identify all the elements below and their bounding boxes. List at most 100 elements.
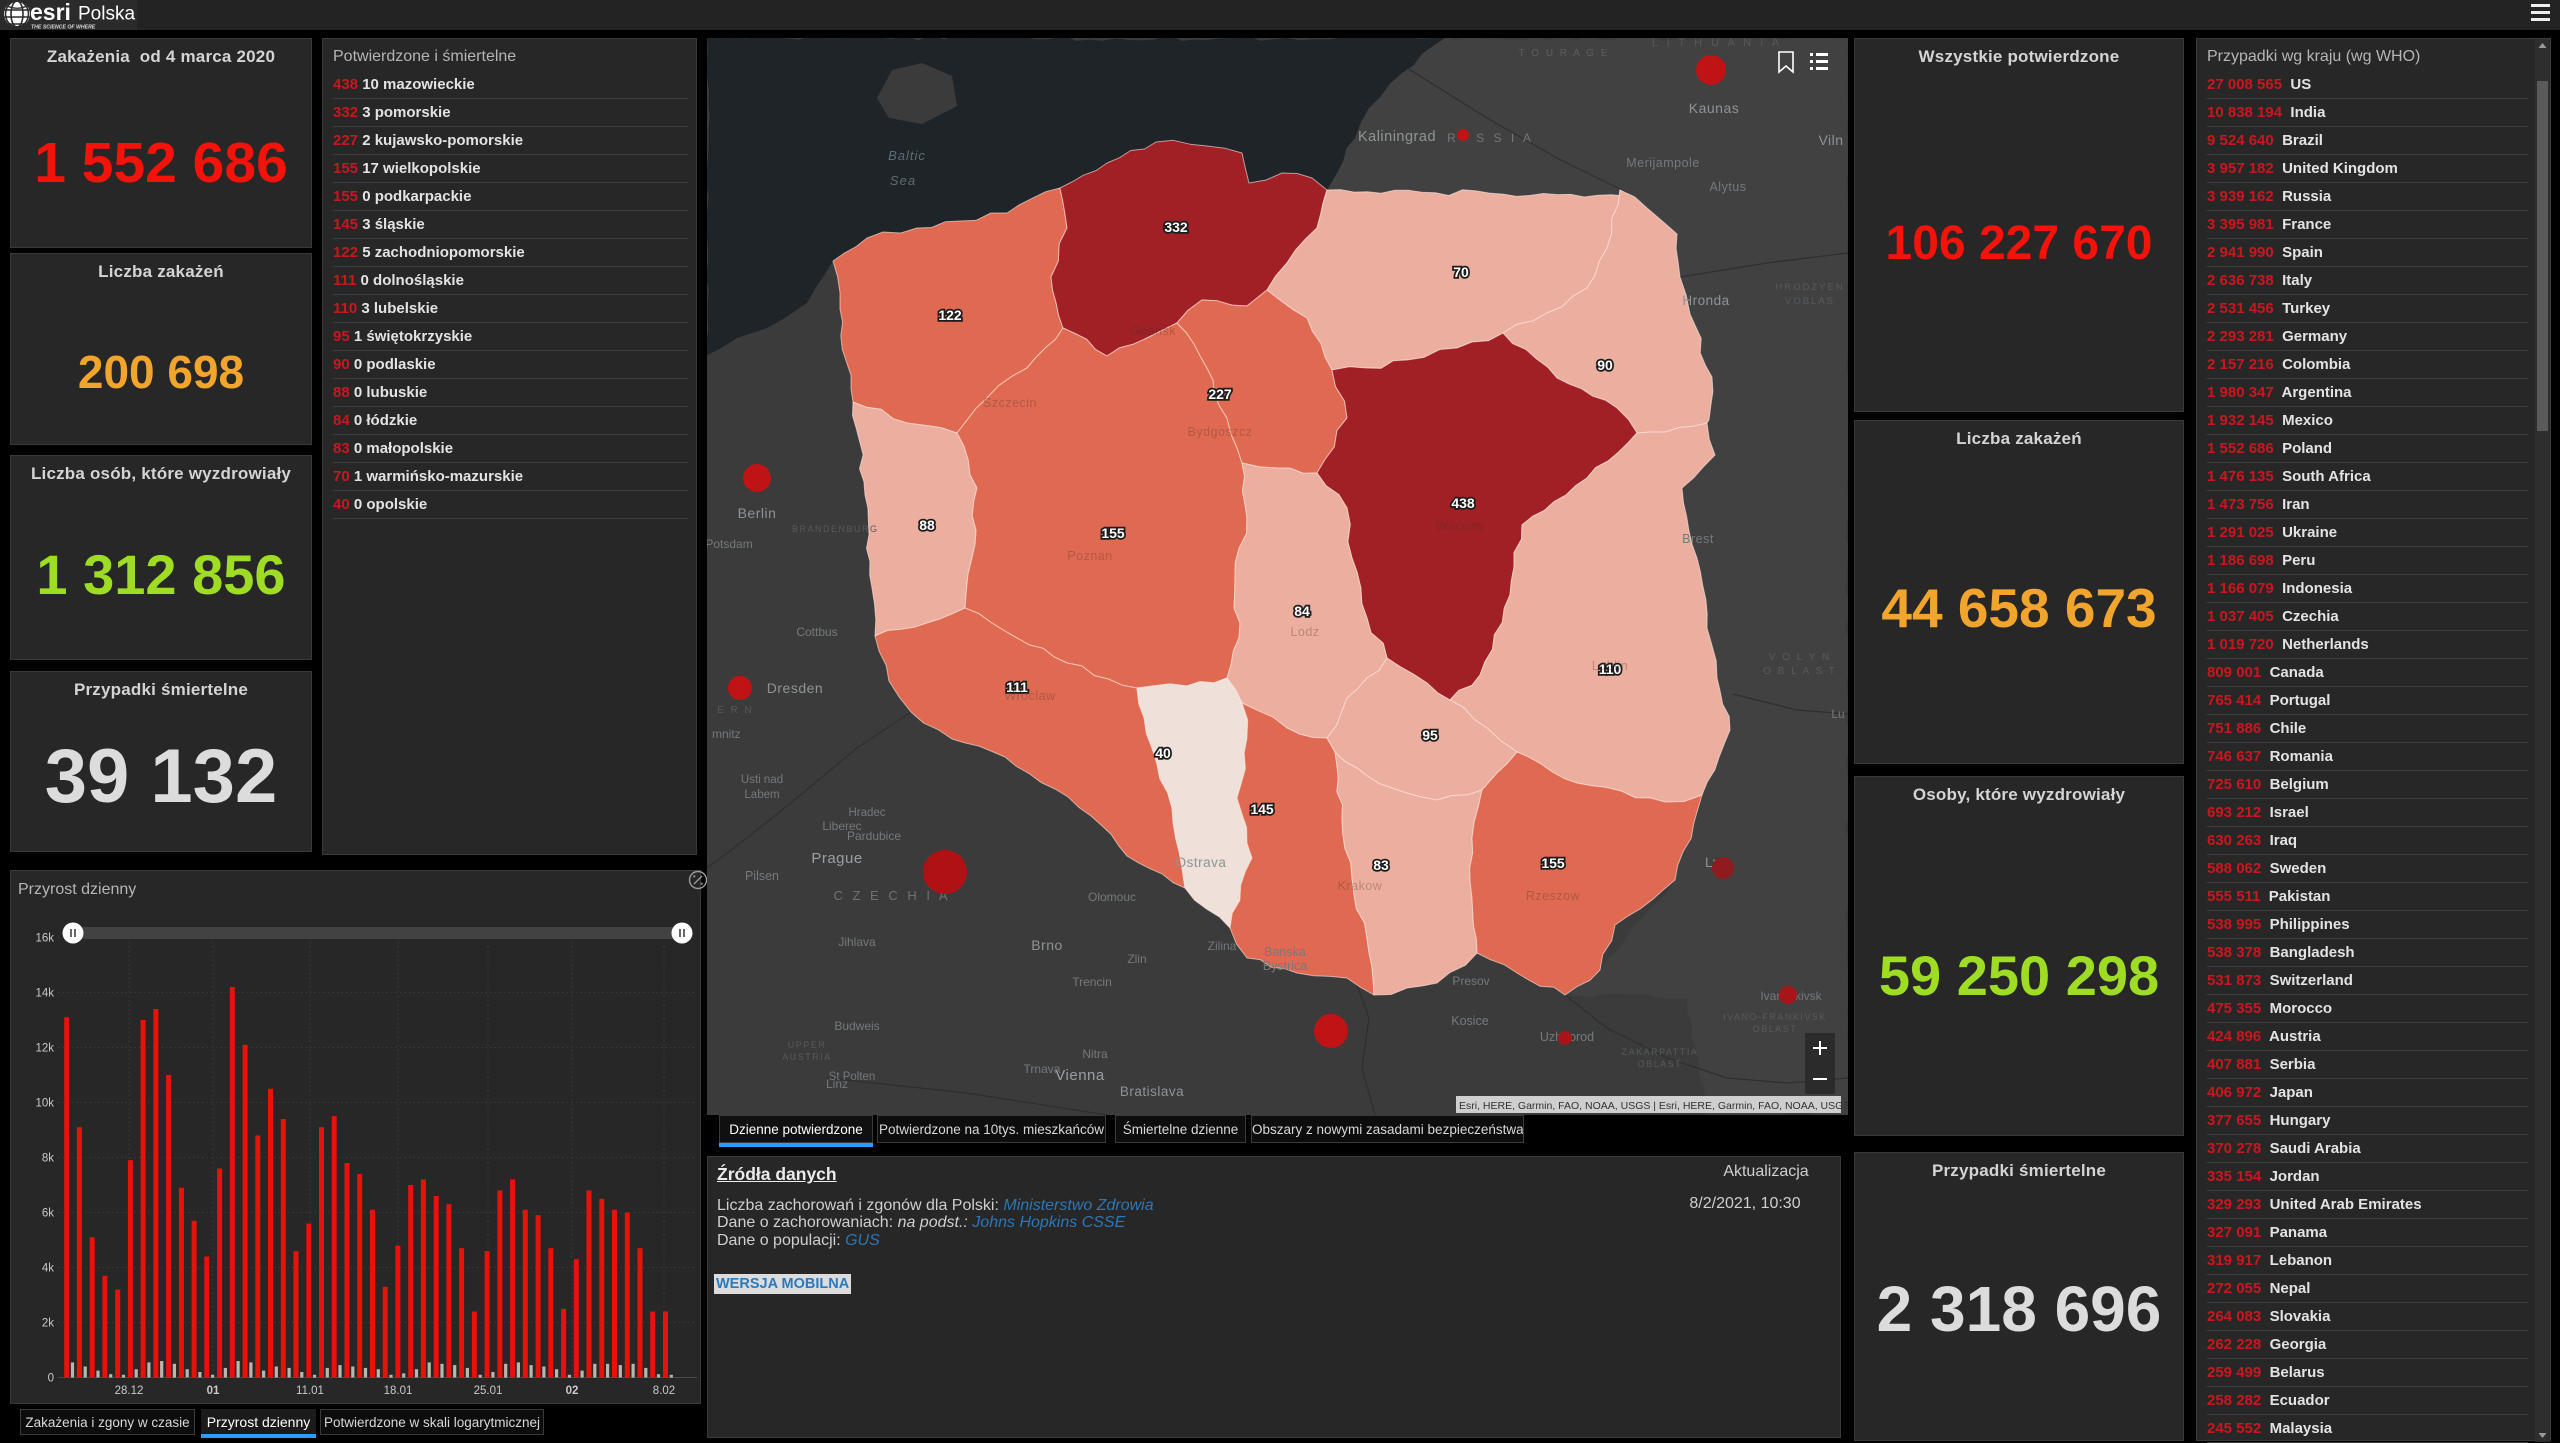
svg-text:28.12: 28.12 bbox=[115, 1385, 144, 1397]
svg-text:12k: 12k bbox=[35, 1043, 54, 1055]
svg-text:O B L A S T: O B L A S T bbox=[1763, 666, 1837, 677]
svg-text:esri: esri bbox=[30, 0, 71, 25]
svg-text:AUSTRIA: AUSTRIA bbox=[782, 1052, 832, 1062]
svg-text:0: 0 bbox=[48, 1373, 54, 1385]
svg-text:HRODZYEN: HRODZYEN bbox=[1775, 282, 1844, 293]
svg-text:Kaunas: Kaunas bbox=[1689, 100, 1739, 116]
svg-text:Lu: Lu bbox=[1831, 707, 1844, 721]
svg-text:10k: 10k bbox=[35, 1098, 54, 1110]
svg-text:Banska: Banska bbox=[1264, 945, 1306, 959]
svg-text:Zilina: Zilina bbox=[1208, 939, 1237, 953]
svg-text:Olomouc: Olomouc bbox=[1088, 890, 1136, 904]
svg-text:84: 84 bbox=[1294, 603, 1310, 619]
svg-text:Merijampole: Merijampole bbox=[1626, 156, 1700, 170]
svg-text:155: 155 bbox=[1541, 855, 1565, 871]
svg-text:438: 438 bbox=[1451, 495, 1475, 511]
svg-text:Cottbus: Cottbus bbox=[796, 625, 837, 639]
svg-text:Wroclaw: Wroclaw bbox=[1004, 689, 1056, 703]
svg-text:Pilsen: Pilsen bbox=[745, 869, 779, 883]
svg-text:E R N: E R N bbox=[717, 705, 754, 716]
svg-text:8k: 8k bbox=[42, 1153, 54, 1165]
svg-text:227: 227 bbox=[1208, 386, 1232, 402]
svg-text:2k: 2k bbox=[42, 1318, 54, 1330]
svg-text:6k: 6k bbox=[42, 1208, 54, 1220]
svg-text:40: 40 bbox=[1155, 745, 1171, 761]
svg-text:Berlin: Berlin bbox=[738, 505, 777, 521]
svg-text:02: 02 bbox=[566, 1385, 579, 1397]
svg-text:Linz: Linz bbox=[826, 1077, 848, 1091]
svg-text:8.02: 8.02 bbox=[653, 1385, 675, 1397]
svg-text:C Z E C H I A: C Z E C H I A bbox=[833, 888, 950, 903]
svg-text:Ostrava: Ostrava bbox=[1176, 855, 1227, 870]
svg-text:155: 155 bbox=[1101, 525, 1125, 541]
svg-text:83: 83 bbox=[1373, 857, 1389, 873]
svg-text:Labem: Labem bbox=[744, 789, 779, 801]
svg-text:S S I A: S S I A bbox=[1476, 131, 1534, 145]
svg-text:Hronda: Hronda bbox=[1682, 293, 1729, 308]
svg-text:Jihlava: Jihlava bbox=[838, 935, 876, 949]
svg-text:St Polten: St Polten bbox=[829, 1071, 876, 1083]
svg-text:145: 145 bbox=[1250, 801, 1274, 817]
svg-text:Budweis: Budweis bbox=[834, 1019, 879, 1033]
svg-text:Alytus: Alytus bbox=[1709, 180, 1746, 194]
svg-text:332: 332 bbox=[1164, 219, 1188, 235]
svg-text:Gdansk: Gdansk bbox=[1130, 324, 1176, 338]
svg-text:Poznan: Poznan bbox=[1067, 549, 1112, 563]
svg-text:Kaliningrad: Kaliningrad bbox=[1358, 129, 1436, 145]
svg-text:70: 70 bbox=[1453, 264, 1469, 280]
svg-text:111: 111 bbox=[1006, 679, 1028, 695]
svg-text:Liberec: Liberec bbox=[822, 819, 861, 833]
svg-text:Pardubice: Pardubice bbox=[847, 829, 901, 843]
svg-text:OBLAST: OBLAST bbox=[1753, 1024, 1798, 1034]
svg-text:Brest: Brest bbox=[1682, 532, 1714, 546]
svg-text:14k: 14k bbox=[35, 988, 54, 1000]
svg-text:Trencin: Trencin bbox=[1072, 975, 1112, 989]
svg-text:R: R bbox=[1447, 131, 1459, 145]
svg-text:nkivsk: nkivsk bbox=[1788, 989, 1822, 1003]
svg-text:110: 110 bbox=[1599, 661, 1622, 677]
svg-text:16k: 16k bbox=[35, 933, 54, 945]
svg-text:Lublin: Lublin bbox=[1592, 659, 1628, 673]
svg-text:BRANDENBURG: BRANDENBURG bbox=[792, 524, 879, 534]
svg-text:Dresden: Dresden bbox=[767, 680, 823, 696]
svg-text:Polska: Polska bbox=[78, 4, 135, 25]
svg-text:Bratislava: Bratislava bbox=[1120, 1084, 1184, 1099]
svg-text:Bystrica: Bystrica bbox=[1263, 959, 1308, 973]
svg-text:Sea: Sea bbox=[890, 173, 916, 188]
svg-text:Bydgoszcz: Bydgoszcz bbox=[1188, 425, 1253, 439]
svg-text:Rzeszow: Rzeszow bbox=[1526, 889, 1581, 903]
svg-text:Usti nad: Usti nad bbox=[741, 774, 783, 786]
svg-text:V O L Y N: V O L Y N bbox=[1769, 652, 1831, 663]
svg-text:Viln: Viln bbox=[1818, 132, 1843, 148]
svg-text:11.01: 11.01 bbox=[296, 1385, 324, 1397]
svg-text:Esri, HERE, Garmin, FAO, NOAA,: Esri, HERE, Garmin, FAO, NOAA, USGS | Es… bbox=[1459, 1100, 1848, 1112]
svg-text:L I T H U A N I A: L I T H U A N I A bbox=[1652, 38, 1782, 49]
svg-text:mnitz: mnitz bbox=[712, 727, 741, 741]
svg-text:Vienna: Vienna bbox=[1055, 1067, 1105, 1084]
svg-text:90: 90 bbox=[1597, 357, 1613, 373]
svg-text:01: 01 bbox=[207, 1385, 220, 1397]
svg-text:95: 95 bbox=[1422, 727, 1438, 743]
svg-text:Brno: Brno bbox=[1031, 937, 1063, 953]
svg-text:ZAKARPATTIA: ZAKARPATTIA bbox=[1622, 1047, 1699, 1057]
svg-text:T O U R A G E: T O U R A G E bbox=[1519, 48, 1610, 59]
svg-text:4k: 4k bbox=[42, 1263, 54, 1275]
svg-text:Hradec: Hradec bbox=[848, 807, 885, 819]
svg-text:OBLAST: OBLAST bbox=[1638, 1059, 1683, 1069]
svg-text:Warsaw: Warsaw bbox=[1436, 519, 1484, 533]
svg-text:THE SCIENCE OF WHERE: THE SCIENCE OF WHERE bbox=[31, 25, 96, 31]
svg-text:25.01: 25.01 bbox=[474, 1385, 503, 1397]
svg-text:Krakow: Krakow bbox=[1338, 879, 1383, 893]
svg-text:Potsdam: Potsdam bbox=[707, 537, 753, 551]
svg-text:VOBLAS: VOBLAS bbox=[1785, 296, 1835, 307]
svg-text:18.01: 18.01 bbox=[384, 1385, 413, 1397]
svg-text:Trnava: Trnava bbox=[1024, 1062, 1061, 1076]
svg-text:Kosice: Kosice bbox=[1451, 1014, 1489, 1028]
svg-text:Szczecin: Szczecin bbox=[983, 396, 1037, 410]
svg-text:IVANO-FRANKIVSK: IVANO-FRANKIVSK bbox=[1723, 1012, 1827, 1022]
svg-text:Zlin: Zlin bbox=[1127, 952, 1146, 966]
svg-text:122: 122 bbox=[938, 307, 962, 323]
svg-text:Baltic: Baltic bbox=[888, 148, 926, 163]
svg-text:88: 88 bbox=[919, 517, 935, 533]
svg-text:Lodz: Lodz bbox=[1290, 625, 1319, 639]
